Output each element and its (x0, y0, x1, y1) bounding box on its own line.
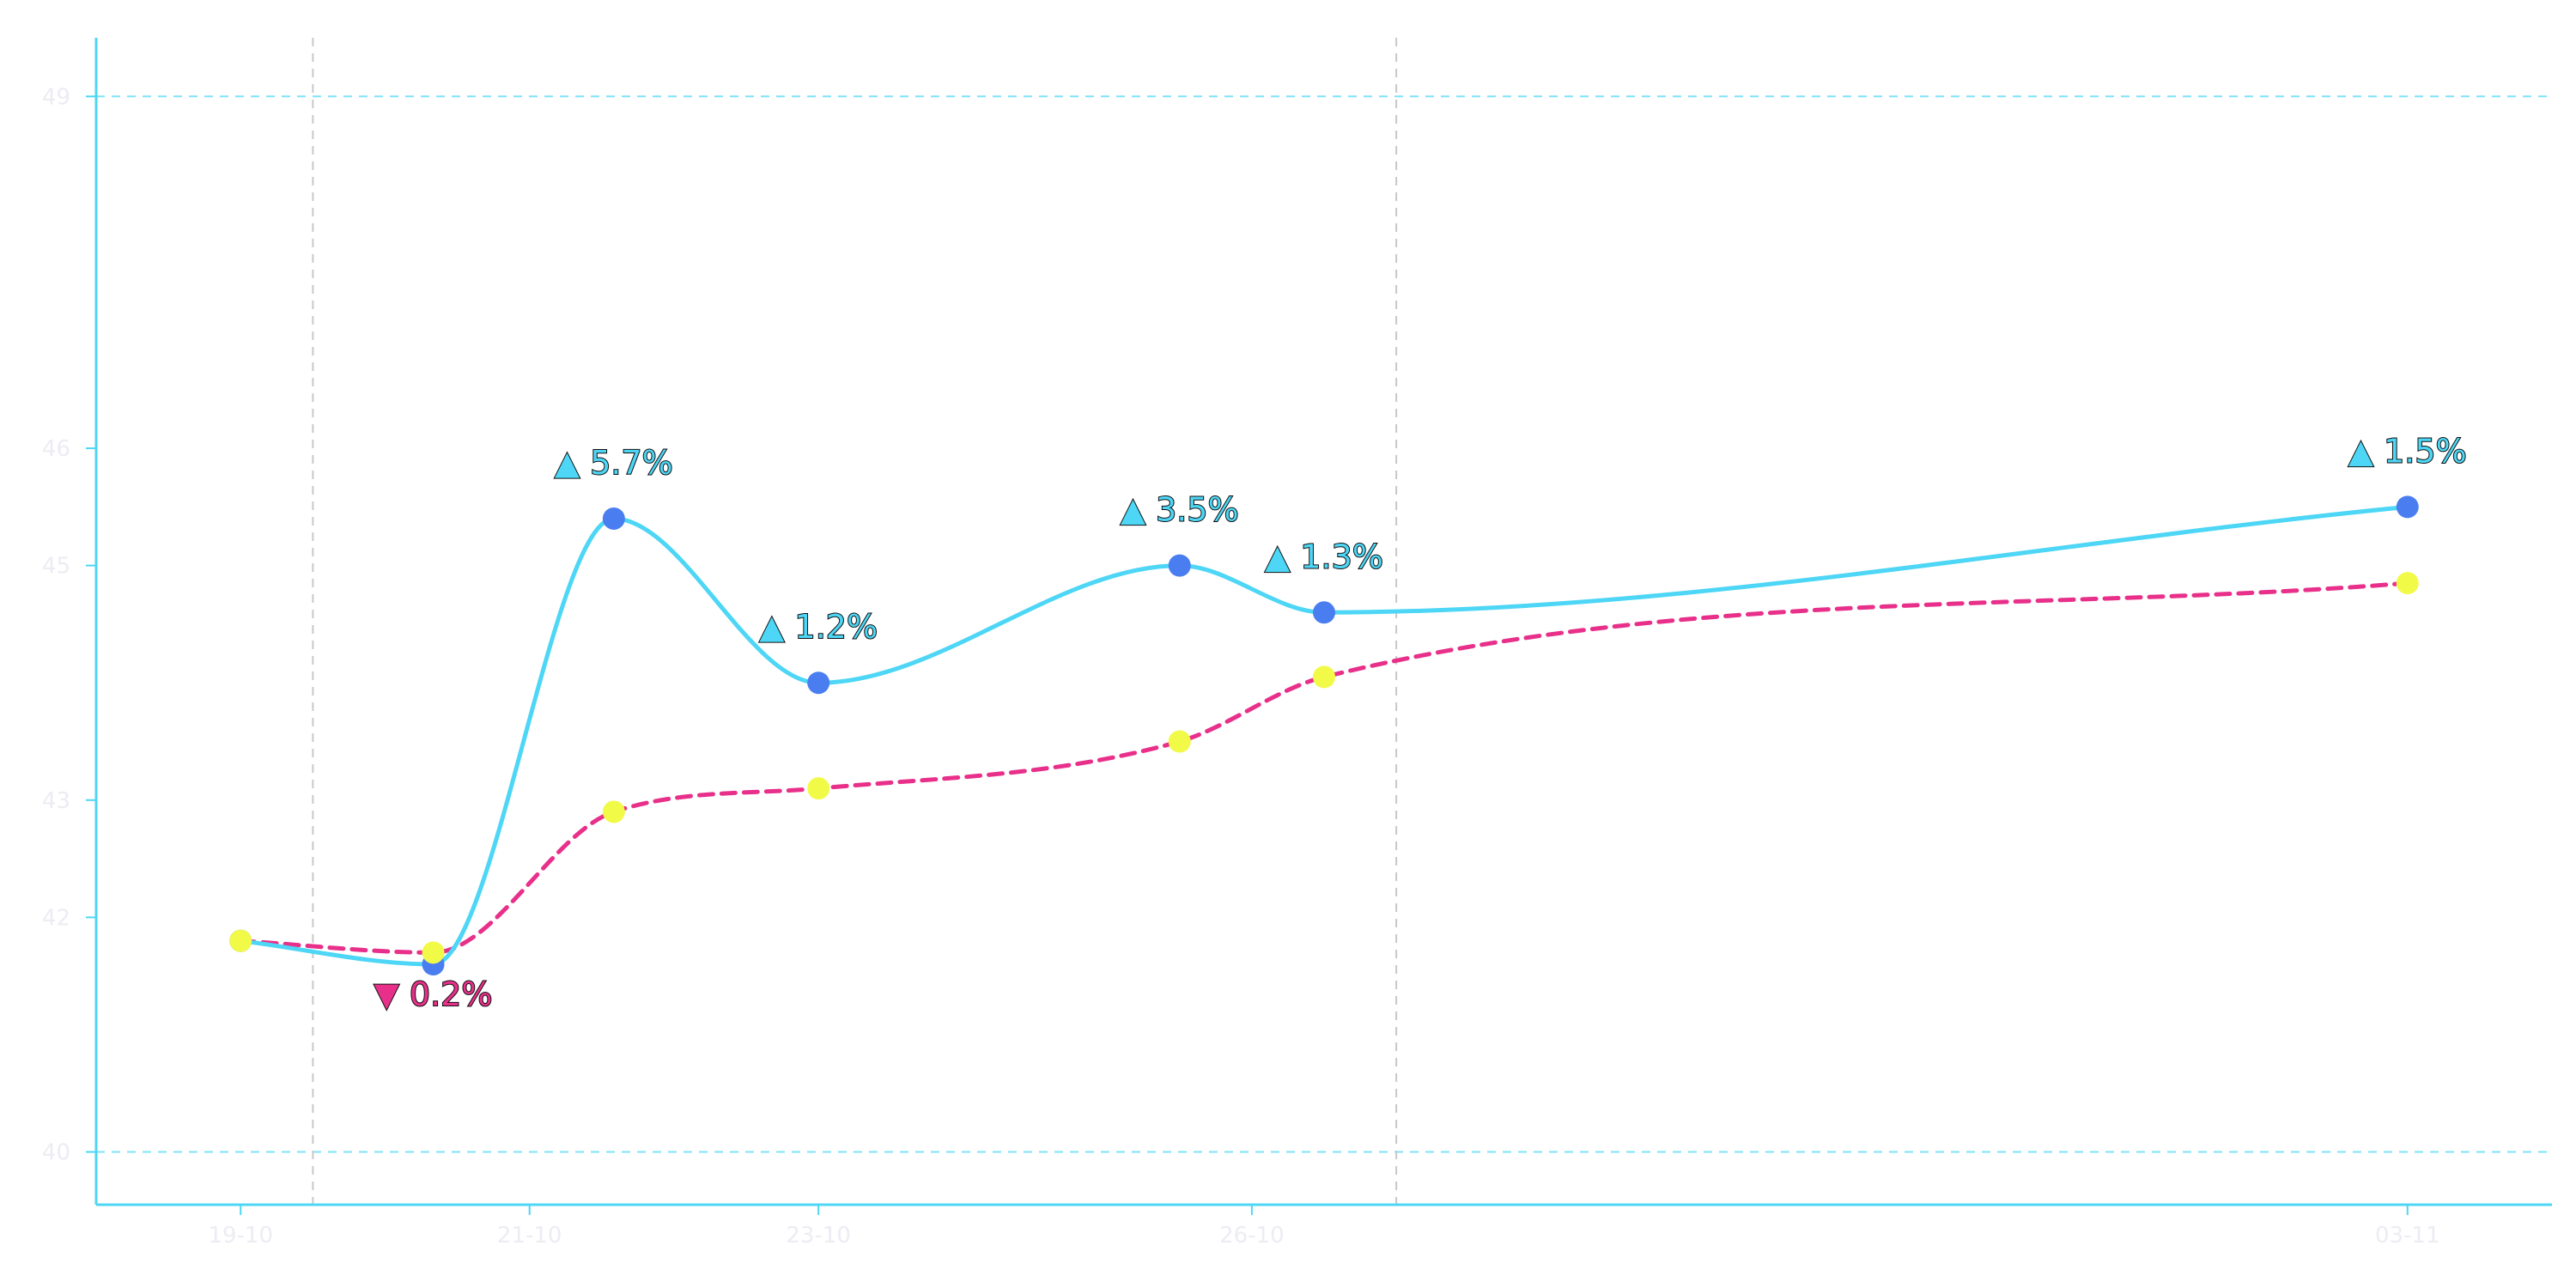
decrease-annotation: ▼ 0.2% (374, 975, 493, 1013)
solid-series-point (602, 507, 625, 530)
increase-annotation: ▲ 1.3% (1265, 538, 1383, 575)
dashed-series-point (602, 800, 625, 823)
x-tick-label: 23-10 (786, 1223, 851, 1249)
label-layer: ▼ 0.2% ▲ 5.7% ▲ 1.2% ▲ 3.5% ▲ 1.3% ▲ 1.5% (374, 431, 2468, 1014)
dashed-series-point (1168, 730, 1191, 753)
solid-series-point (807, 671, 830, 695)
dashed-series-point (229, 929, 252, 952)
y-tick-label: 42 (42, 905, 70, 931)
dashed-series-point (422, 941, 445, 964)
solid-series-point (2396, 495, 2419, 519)
solid-series-line (238, 504, 2410, 967)
dashed-series-point (1313, 665, 1335, 689)
axis-layer: 40 42 43 45 46 49 19-10 21-10 23-10 26-10 03-11 (42, 38, 2552, 1249)
increase-annotation: ▲ 5.7% (555, 444, 673, 482)
solid-series-point (1313, 601, 1335, 624)
dashed-series-line (238, 580, 2410, 955)
series-layer (238, 504, 2410, 967)
y-tick-label: 49 (42, 84, 70, 110)
y-tick-label: 46 (42, 436, 70, 462)
x-tick-label: 26-10 (1219, 1223, 1285, 1249)
x-tick-label: 19-10 (208, 1223, 273, 1249)
dashed-series-point (2396, 572, 2419, 595)
increase-annotation: ▲ 1.2% (759, 608, 878, 646)
y-tick-label: 43 (42, 788, 70, 814)
x-tick-label: 03-11 (2375, 1223, 2440, 1249)
y-tick-label: 40 (42, 1140, 70, 1166)
marker-layer (229, 495, 2419, 976)
increase-annotation: ▲ 1.5% (2348, 432, 2467, 470)
grid-layer (96, 38, 2552, 1205)
x-tick-label: 21-10 (497, 1223, 562, 1249)
dashed-series-point (807, 777, 830, 800)
increase-annotation: ▲ 3.5% (1121, 491, 1239, 529)
solid-series-point (1168, 554, 1191, 577)
y-tick-label: 45 (42, 554, 70, 580)
